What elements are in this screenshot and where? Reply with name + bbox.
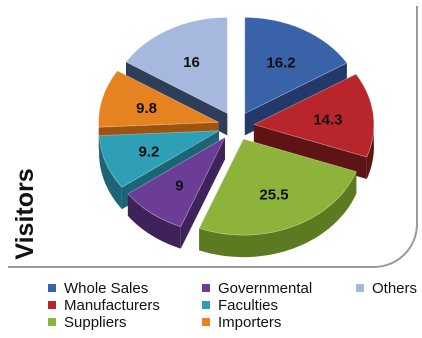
legend-item-others: Others [356,280,417,297]
pie-slice-faculties [98,130,220,188]
data-label-faculties: 9.2 [138,144,159,161]
pie-slice-others [125,16,228,115]
slice-wall-faculties [99,135,122,210]
data-label-governmental: 9 [175,177,183,194]
data-label-others: 16 [183,54,200,71]
legend-swatch [202,284,210,292]
slice-wall-manufacturers [366,119,374,179]
legend-item-faculties: Faculties [202,297,278,314]
legend-item-importers: Importers [202,314,281,331]
pie-slice-importers [98,70,221,128]
data-label-suppliers: 25.5 [259,186,288,203]
legend-swatch [48,318,56,326]
pie-slice-manufacturers [252,73,375,158]
legend-item-suppliers: Suppliers [48,314,127,331]
data-label-whole-sales: 16.2 [266,54,295,71]
legend-label: Whole Sales [64,280,149,297]
legend-swatch [202,318,210,326]
legend-label: Faculties [218,297,279,314]
legend-label: Governmental [218,280,313,297]
pie-slice-suppliers [198,138,357,236]
pie-slice-governmental [127,136,226,228]
data-label-importers: 9.8 [136,100,157,117]
legend-swatch [202,301,210,309]
slice-edge-manufacturers-1 [253,124,367,179]
legend-item-manufacturers: Manufacturers [48,297,160,314]
legend-label: Importers [218,314,282,331]
legend-label: Others [372,280,418,297]
legend-swatch [48,301,56,309]
legend-item-whole-sales: Whole Sales [48,280,148,297]
legend-item-governmental: Governmental [202,280,312,297]
chart-panel [8,6,418,268]
legend: Whole Sales Manufacturers Suppliers Governm… [48,280,418,334]
legend-swatch [48,284,56,292]
slice-wall-suppliers [199,171,357,258]
legend-label: Manufacturers [64,297,160,314]
legend-swatch [356,284,364,292]
legend-label: Suppliers [64,314,127,331]
pie-slice-whole-sales [244,16,348,115]
data-label-manufacturers: 14.3 [313,111,342,128]
